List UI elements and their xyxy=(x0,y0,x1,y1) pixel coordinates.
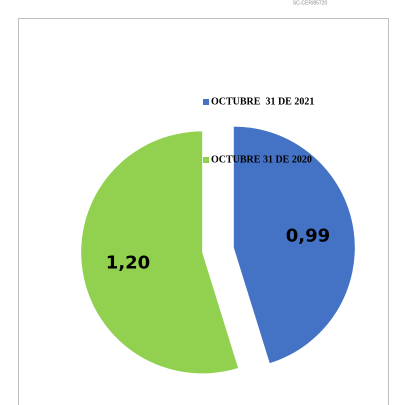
doc-code: SC-CER/85720 xyxy=(293,0,328,6)
pie-slice xyxy=(233,126,355,364)
legend-swatch xyxy=(203,157,209,163)
value-label: 0,99 xyxy=(286,225,330,246)
legend-label: OCTUBRE 31 DE 2021 xyxy=(211,96,314,107)
chart-frame xyxy=(18,18,389,405)
pie-slice xyxy=(81,131,239,374)
legend-swatch xyxy=(203,99,209,105)
value-label: 1,20 xyxy=(106,253,150,274)
legend-label: OCTUBRE 31 DE 2020 xyxy=(211,154,312,165)
